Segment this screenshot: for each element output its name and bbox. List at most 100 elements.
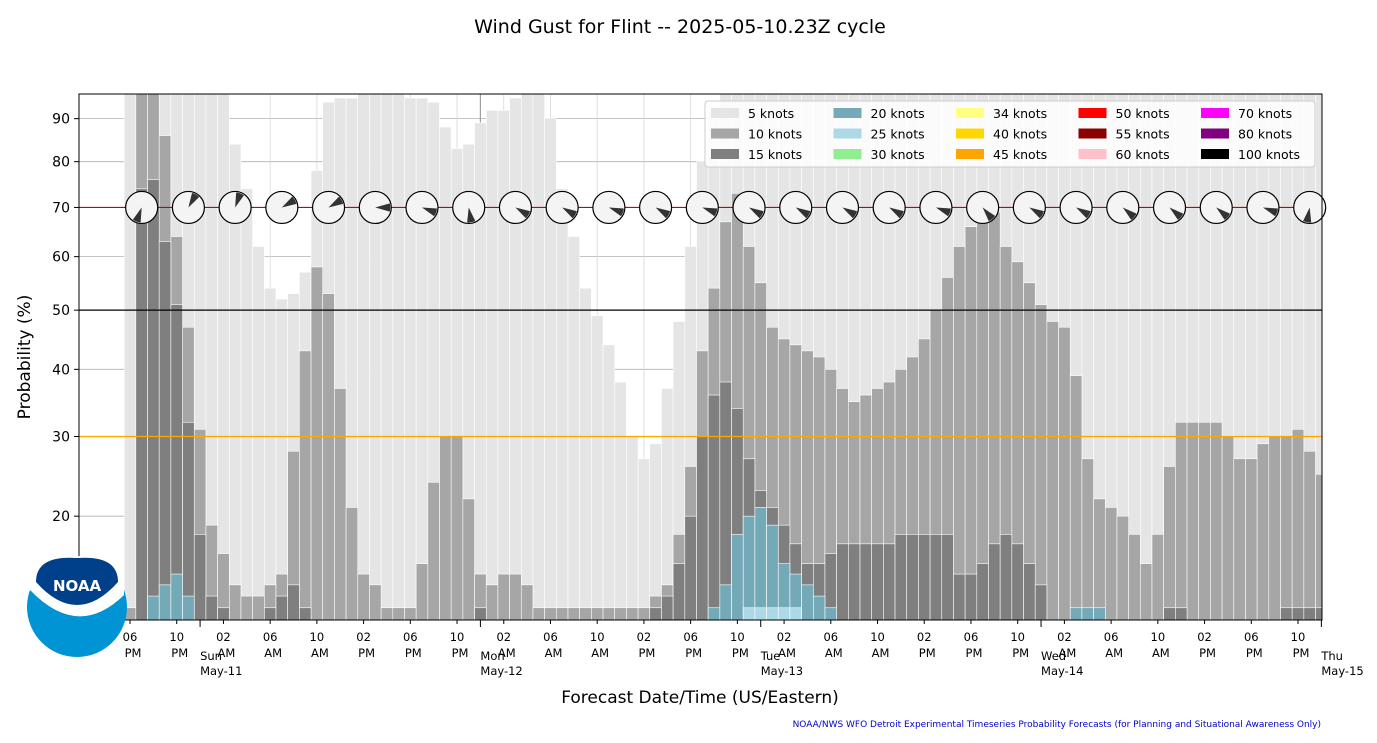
bar — [299, 350, 312, 621]
wind-direction-icon — [825, 190, 860, 225]
x-tick-hour: 06 — [403, 630, 418, 644]
legend-label: 15 knots — [748, 147, 802, 162]
legend-item: 55 knots — [1078, 127, 1170, 142]
bar — [626, 607, 639, 621]
legend-label: 10 knots — [748, 127, 802, 142]
bar — [812, 595, 826, 621]
wind-direction-icon — [732, 190, 766, 225]
bar — [1280, 607, 1293, 621]
legend-label: 25 knots — [871, 127, 925, 142]
bar — [614, 607, 627, 621]
bar — [520, 93, 534, 621]
bar — [1221, 436, 1235, 621]
wind-direction-icon — [1199, 190, 1233, 225]
x-tick-hour: 10 — [169, 630, 184, 644]
wind-direction-icon — [1293, 190, 1327, 225]
legend-swatch — [1201, 108, 1229, 118]
legend-item: 5 knots — [711, 106, 794, 121]
bar — [158, 241, 172, 621]
bar — [556, 188, 569, 621]
wind-direction-icon — [1106, 190, 1140, 225]
x-tick-ampm: AM — [264, 646, 282, 660]
x-tick-hour: 02 — [1197, 630, 1212, 644]
wind-direction-icon — [1246, 190, 1280, 225]
bar — [719, 584, 732, 621]
bar — [345, 507, 359, 621]
bar — [859, 543, 872, 621]
bar — [649, 607, 662, 621]
wind-wedge — [235, 192, 244, 208]
bar — [637, 458, 651, 621]
x-axis-label: Forecast Date/Time (US/Eastern) — [561, 688, 839, 708]
bar — [976, 207, 989, 621]
wind-direction-icon — [685, 190, 719, 225]
bar — [322, 293, 335, 621]
x-day-label: Wed — [1041, 649, 1066, 663]
bar — [1303, 607, 1316, 621]
bar — [544, 607, 557, 621]
bar — [894, 534, 908, 621]
bar — [509, 97, 522, 621]
bar — [158, 584, 172, 621]
bar — [240, 188, 253, 621]
wind-direction-icon — [218, 190, 252, 225]
wind-wedge — [1216, 207, 1230, 220]
bar — [964, 226, 978, 621]
legend-item: 45 knots — [956, 147, 1047, 162]
x-tick-ampm: AM — [825, 646, 843, 660]
bar — [369, 584, 382, 621]
x-tick-ampm: AM — [1152, 646, 1170, 660]
bar — [299, 607, 312, 621]
legend-item: 15 knots — [711, 147, 802, 162]
bar — [485, 110, 499, 621]
bar — [661, 595, 674, 621]
wind-direction-icon — [1012, 190, 1046, 225]
wind-direction-icon — [545, 190, 579, 225]
x-tick-ampm: PM — [685, 646, 702, 660]
x-tick-hour: 10 — [1010, 630, 1025, 644]
x-tick-hour: 10 — [730, 630, 745, 644]
x-tick-ampm: PM — [1012, 646, 1029, 660]
bar — [205, 595, 218, 621]
bar — [929, 534, 943, 621]
wind-direction-icon — [872, 190, 906, 225]
wind-wedge — [1029, 207, 1044, 219]
x-tick-ampm: PM — [732, 646, 749, 660]
bar — [801, 584, 814, 621]
wind-direction-icon — [592, 190, 626, 225]
wind-wedge — [375, 203, 391, 212]
x-day-label: Tue — [760, 649, 781, 663]
bar — [1315, 474, 1323, 621]
x-tick-hour: 02 — [216, 630, 231, 644]
x-tick-ampm: PM — [919, 646, 936, 660]
legend-item: 70 knots — [1201, 106, 1292, 121]
legend-label: 80 knots — [1238, 127, 1292, 142]
wind-direction-icon — [779, 190, 813, 225]
bar — [988, 543, 1001, 621]
bar — [626, 436, 639, 621]
x-tick-hour: 02 — [637, 630, 652, 644]
bar — [415, 563, 429, 621]
x-date-label: May-13 — [761, 664, 803, 678]
wind-direction-icon — [1152, 190, 1187, 225]
bar — [614, 381, 627, 621]
bar — [1175, 421, 1188, 621]
x-date-label: May-14 — [1041, 664, 1083, 678]
bar — [1291, 607, 1305, 621]
x-tick-ampm: PM — [125, 646, 142, 660]
legend-swatch — [711, 108, 739, 118]
wind-wedge — [281, 196, 297, 208]
noaa-logo: NOAA — [27, 551, 127, 657]
wind-direction-icon — [358, 190, 392, 225]
bar — [264, 607, 277, 621]
bar — [252, 246, 265, 621]
bar — [567, 607, 580, 621]
wind-direction-icon — [265, 190, 299, 225]
x-tick-ampm: AM — [545, 646, 563, 660]
x-date-label: May-15 — [1321, 664, 1363, 678]
bar — [252, 595, 265, 621]
bar — [1303, 450, 1316, 621]
x-tick-ampm: PM — [638, 646, 655, 660]
legend-swatch — [833, 149, 862, 159]
wind-wedge — [1169, 207, 1184, 220]
